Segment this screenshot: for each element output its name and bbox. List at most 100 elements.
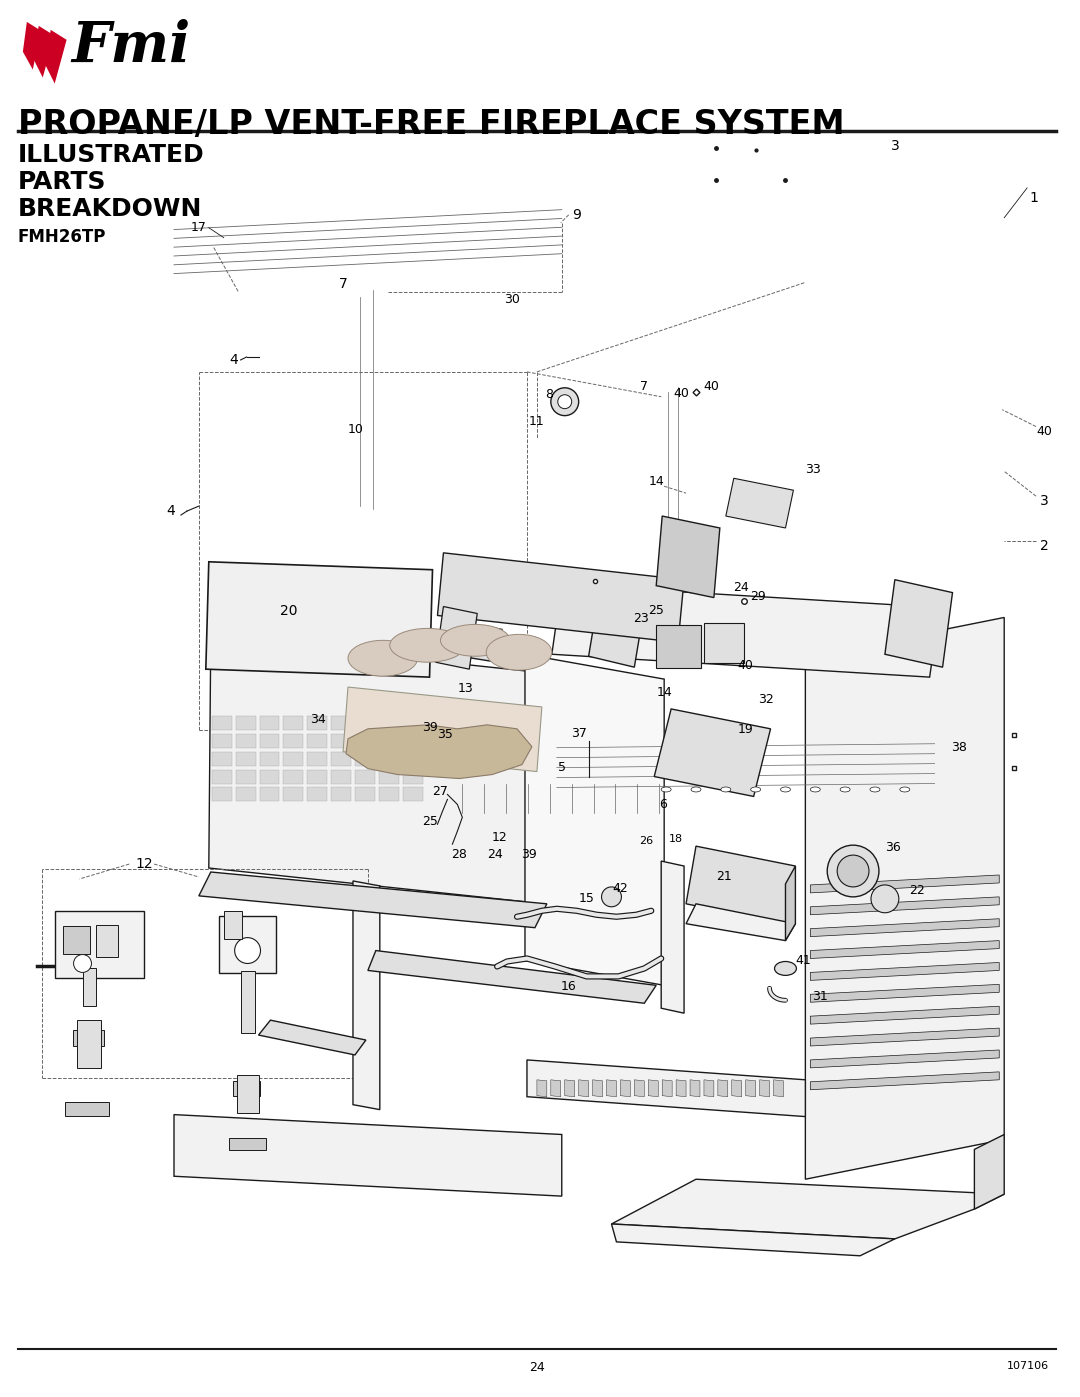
Text: 21: 21	[716, 870, 732, 883]
Polygon shape	[565, 1080, 575, 1097]
Bar	[379, 752, 399, 766]
Bar	[259, 752, 280, 766]
Bar	[232, 1081, 260, 1095]
Polygon shape	[343, 687, 542, 771]
Text: 9: 9	[572, 208, 581, 222]
Text: 27: 27	[432, 785, 448, 798]
Polygon shape	[773, 1080, 783, 1097]
Ellipse shape	[486, 634, 552, 671]
Text: 24: 24	[529, 1361, 544, 1375]
Polygon shape	[676, 1080, 686, 1097]
Polygon shape	[810, 897, 999, 915]
Polygon shape	[346, 725, 532, 778]
Bar	[332, 715, 351, 729]
Bar	[212, 752, 232, 766]
Bar	[355, 733, 375, 747]
Polygon shape	[718, 1080, 728, 1097]
Text: 35: 35	[437, 728, 454, 742]
Polygon shape	[661, 861, 684, 1013]
Text: 23: 23	[634, 612, 649, 624]
Text: 30: 30	[504, 293, 519, 306]
Text: 18: 18	[669, 834, 684, 844]
Bar	[65, 1102, 109, 1116]
Polygon shape	[537, 1080, 546, 1097]
Bar	[704, 623, 744, 664]
Bar	[283, 715, 303, 729]
Text: 40: 40	[1036, 425, 1052, 439]
Polygon shape	[368, 950, 657, 1003]
Ellipse shape	[870, 787, 880, 792]
Ellipse shape	[751, 787, 760, 792]
Text: 12: 12	[491, 831, 507, 844]
Text: 3: 3	[891, 140, 900, 154]
Polygon shape	[690, 1080, 700, 1097]
Circle shape	[602, 887, 621, 907]
Polygon shape	[885, 580, 953, 668]
Text: 4: 4	[166, 504, 175, 518]
Bar	[332, 788, 351, 802]
Text: 13: 13	[458, 682, 473, 694]
Text: FMH26TP: FMH26TP	[18, 228, 106, 246]
Polygon shape	[974, 1134, 1004, 1208]
Bar	[403, 733, 422, 747]
Polygon shape	[551, 1080, 561, 1097]
Text: 40: 40	[703, 380, 719, 394]
Bar	[259, 715, 280, 729]
Bar	[224, 911, 242, 939]
Polygon shape	[455, 623, 502, 662]
Polygon shape	[23, 22, 43, 70]
Bar	[229, 1139, 267, 1150]
Text: 37: 37	[570, 728, 586, 740]
Text: 25: 25	[422, 814, 438, 828]
Bar	[82, 968, 96, 1006]
Bar	[307, 788, 327, 802]
Ellipse shape	[348, 640, 418, 676]
Text: 2: 2	[1040, 539, 1049, 553]
Bar	[379, 788, 399, 802]
Polygon shape	[686, 904, 795, 940]
Bar	[96, 925, 119, 957]
Bar	[259, 788, 280, 802]
Text: 14: 14	[648, 475, 664, 488]
Circle shape	[234, 937, 260, 964]
Text: 41: 41	[796, 954, 811, 967]
Text: 12: 12	[135, 856, 153, 872]
Bar	[307, 733, 327, 747]
Polygon shape	[32, 27, 55, 78]
Bar	[332, 752, 351, 766]
Bar	[237, 1074, 258, 1112]
Text: 31: 31	[812, 990, 828, 1003]
Polygon shape	[620, 1080, 631, 1097]
Text: 26: 26	[639, 837, 653, 847]
Text: 36: 36	[885, 841, 901, 854]
Bar	[235, 770, 256, 784]
Polygon shape	[634, 1080, 645, 1097]
Bar	[403, 715, 422, 729]
Ellipse shape	[781, 787, 791, 792]
Text: 11: 11	[529, 415, 544, 427]
Polygon shape	[579, 1080, 589, 1097]
Polygon shape	[654, 708, 770, 796]
Text: 19: 19	[738, 724, 754, 736]
Circle shape	[870, 884, 899, 912]
Text: 8: 8	[544, 388, 553, 401]
Ellipse shape	[810, 787, 821, 792]
Polygon shape	[44, 29, 67, 84]
Polygon shape	[810, 875, 999, 893]
Bar	[55, 911, 144, 978]
Text: ILLUSTRATED: ILLUSTRATED	[18, 144, 204, 168]
Polygon shape	[785, 866, 795, 940]
Text: 42: 42	[612, 883, 629, 895]
Polygon shape	[704, 1080, 714, 1097]
Ellipse shape	[661, 787, 671, 792]
Polygon shape	[806, 617, 1004, 1179]
Text: 28: 28	[451, 848, 468, 861]
Text: 24: 24	[487, 848, 503, 861]
Bar	[355, 752, 375, 766]
Ellipse shape	[390, 629, 465, 662]
Ellipse shape	[900, 787, 909, 792]
Bar	[307, 715, 327, 729]
Ellipse shape	[840, 787, 850, 792]
Bar	[403, 788, 422, 802]
Text: 39: 39	[521, 848, 537, 861]
